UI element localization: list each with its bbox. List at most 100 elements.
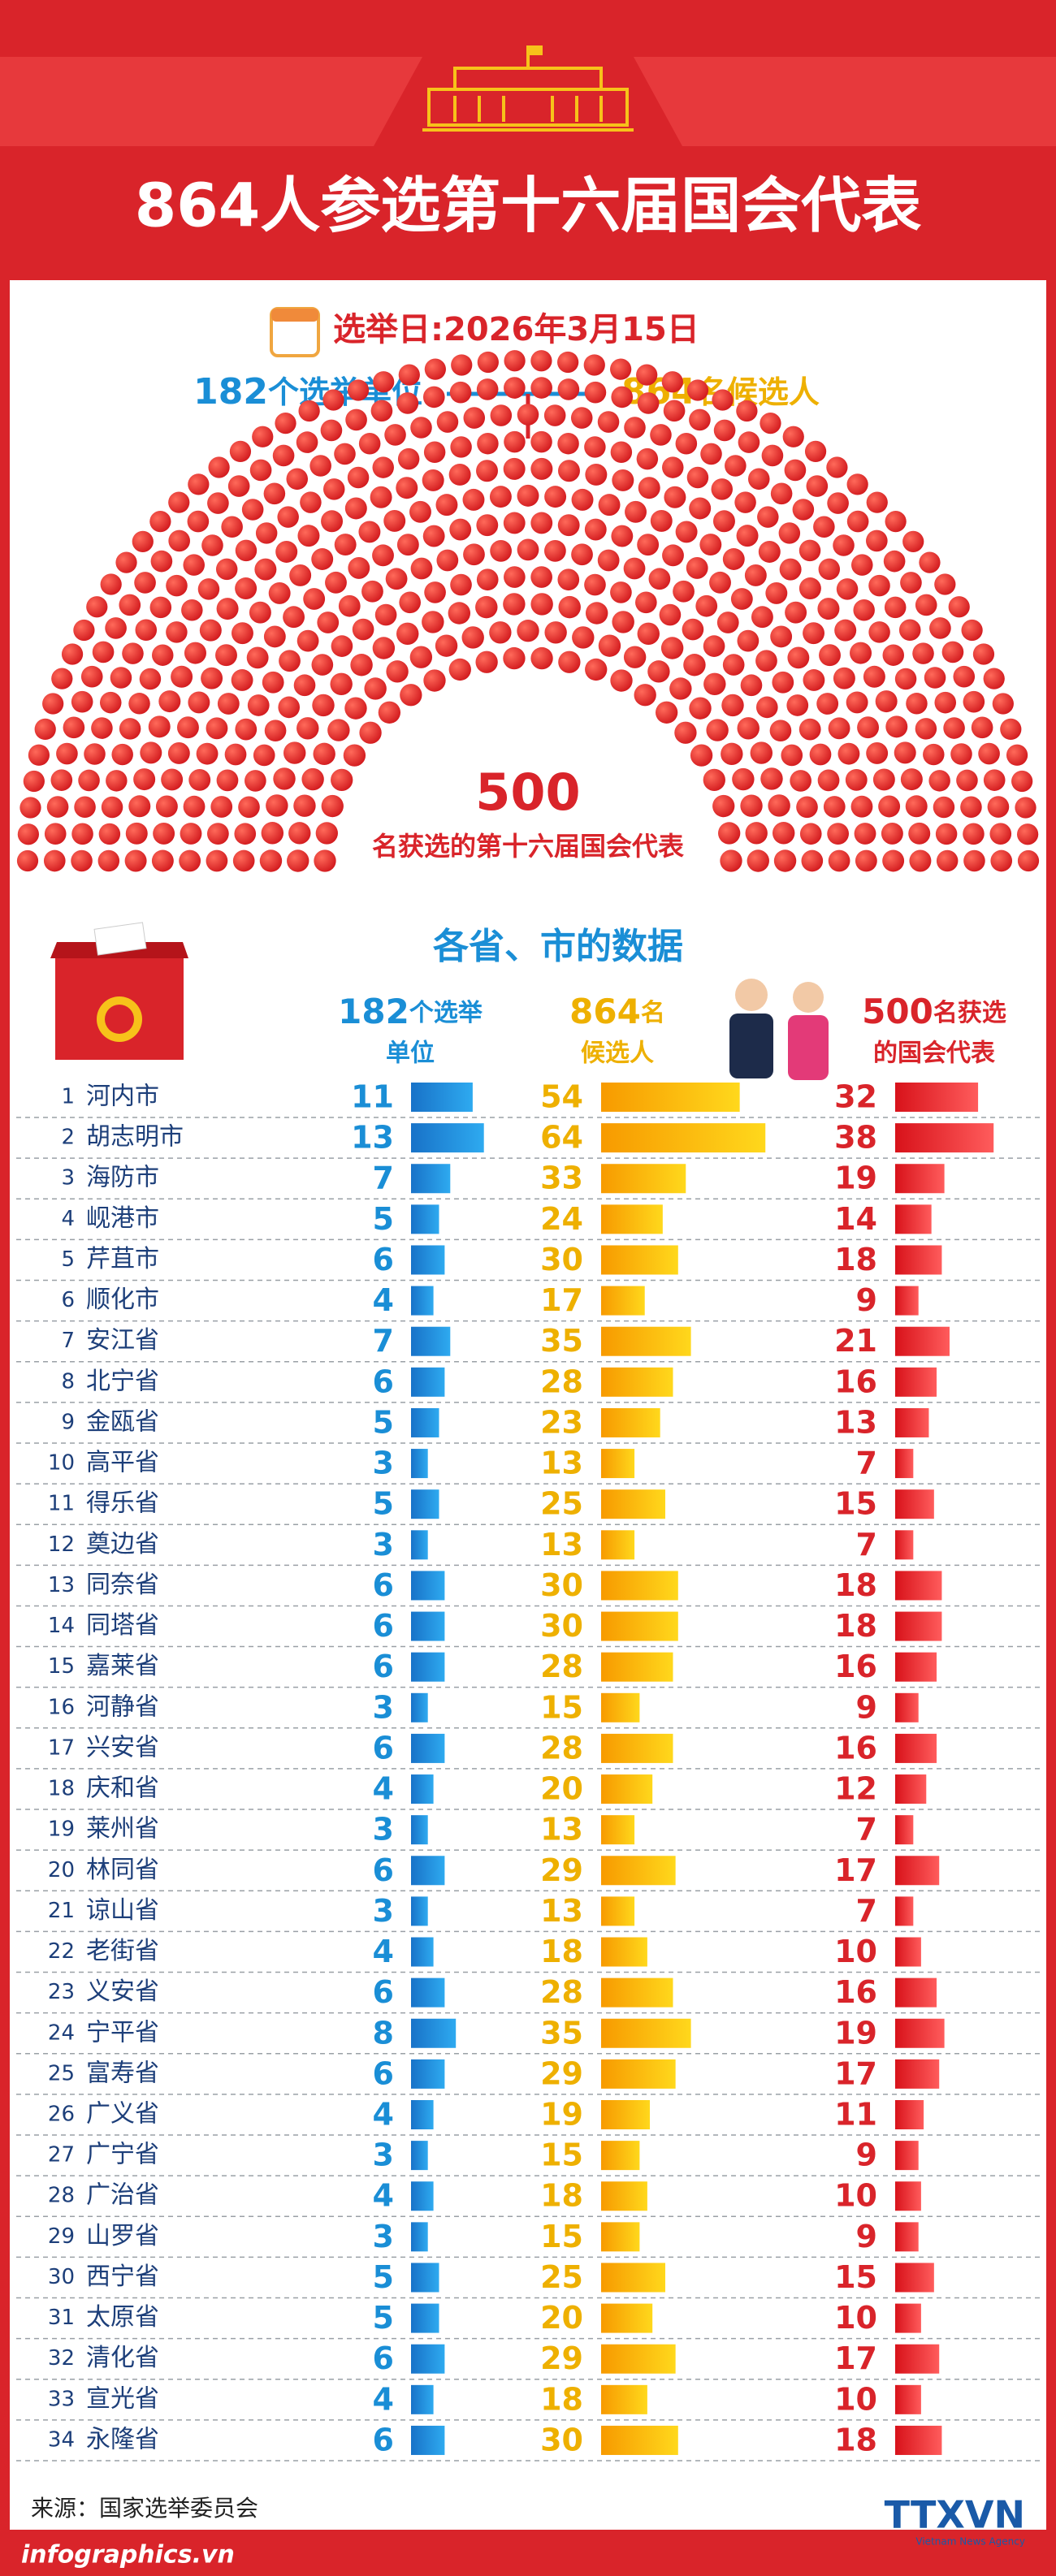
seat-dot	[819, 644, 841, 667]
seat-dot	[517, 620, 539, 642]
seat-dot	[235, 539, 258, 562]
seat-dot	[283, 741, 306, 764]
seat-dot	[489, 621, 512, 644]
province-name: 宁平省	[86, 2018, 159, 2047]
seat-dot	[583, 354, 605, 376]
seat-dot	[180, 823, 202, 845]
province-name: 岘港市	[86, 1204, 159, 1233]
seat-dot	[978, 742, 1000, 765]
units-value: 7	[373, 1160, 394, 1196]
seat-dot	[655, 701, 678, 724]
seat-dot	[288, 822, 311, 845]
seat-dot	[152, 644, 174, 666]
seat-dot	[572, 626, 595, 649]
units-value: 6	[373, 2055, 394, 2091]
seat-dot	[168, 491, 190, 513]
seat-dot	[327, 719, 350, 741]
seat-dot	[490, 404, 513, 426]
seat-dot	[86, 596, 108, 618]
seat-dot	[122, 642, 144, 664]
seat-dot	[150, 550, 173, 573]
seat-dot	[987, 796, 1010, 818]
deputies-bar	[895, 2303, 921, 2333]
candidates-value: 13	[540, 1812, 583, 1848]
seat-dot	[253, 744, 275, 767]
seat-dot	[334, 534, 357, 556]
seat-dot	[686, 379, 709, 401]
seat-dot	[358, 432, 381, 455]
deputies-value: 18	[834, 1242, 877, 1277]
province-name: 西宁省	[86, 2263, 159, 2291]
seat-dot	[410, 417, 432, 439]
seat-dot	[201, 667, 223, 689]
seat-dot	[909, 849, 932, 872]
seat-dot	[268, 581, 291, 604]
seat-dot	[662, 456, 684, 478]
candidates-value: 19	[540, 2097, 583, 2133]
deputies-bar	[895, 2141, 919, 2171]
seat-dot	[790, 770, 811, 792]
candidates-bar	[601, 1204, 663, 1234]
units-value: 6	[373, 1242, 394, 1277]
deputies-value: 11	[834, 2097, 877, 2133]
seat-dot	[296, 629, 319, 652]
seat-dot	[544, 539, 566, 562]
seat-dot	[834, 619, 857, 642]
province-name: 广治省	[86, 2181, 159, 2210]
rank: 24	[48, 2021, 75, 2045]
rank: 14	[48, 1614, 75, 1638]
deputies-bar	[895, 1652, 937, 1682]
seat-dot	[246, 646, 269, 669]
deputies-value: 18	[834, 1608, 877, 1644]
seat-dot	[845, 768, 868, 791]
candidates-bar	[601, 1083, 740, 1112]
seat-dot	[709, 571, 731, 594]
seat-dot	[503, 512, 526, 534]
seat-dot	[584, 436, 606, 458]
column-header-line2: 的国会代表	[873, 1039, 995, 1068]
seat-dot	[854, 823, 876, 845]
seat-dot	[448, 602, 471, 625]
candidates-bar	[601, 1977, 673, 2008]
deputies-bar	[895, 1611, 942, 1641]
column-header: 864名	[569, 992, 665, 1031]
candidates-value: 28	[540, 1364, 583, 1399]
rank: 15	[48, 1654, 75, 1679]
deputies-bar	[895, 2018, 945, 2048]
province-name: 太原省	[86, 2303, 159, 2332]
candidates-value: 33	[540, 1160, 583, 1196]
seat-dot	[277, 506, 299, 528]
seat-dot	[187, 510, 210, 533]
candidates-bar	[601, 1937, 647, 1967]
seat-dot	[378, 701, 401, 724]
seat-dot	[772, 822, 795, 845]
seat-dot	[206, 717, 228, 740]
seat-dot	[730, 588, 753, 610]
candidates-value: 25	[540, 2259, 583, 2295]
seat-dot	[359, 721, 382, 744]
seat-dot	[543, 404, 566, 426]
deputies-bar	[895, 2181, 921, 2211]
seat-dot	[648, 568, 671, 590]
seat-dot	[450, 573, 472, 596]
candidates-value: 24	[540, 1201, 583, 1237]
seat-dot	[806, 475, 829, 497]
units-value: 3	[373, 2219, 394, 2254]
seat-dot	[330, 672, 353, 696]
deputies-bar	[895, 1245, 942, 1275]
seat-dot	[557, 460, 580, 482]
seat-dot	[263, 625, 286, 648]
units-bar	[411, 2263, 439, 2293]
seat-dot	[817, 598, 840, 620]
seat-dot	[827, 492, 849, 514]
seat-dot	[983, 769, 1006, 791]
seat-dot	[960, 796, 982, 819]
seat-dot	[207, 492, 229, 514]
deputies-bar	[895, 1449, 914, 1479]
units-bar	[411, 1815, 428, 1845]
seat-dot	[383, 509, 406, 532]
units-bar	[411, 2100, 434, 2129]
candidates-bar	[601, 1530, 635, 1560]
rank: 12	[48, 1532, 75, 1557]
